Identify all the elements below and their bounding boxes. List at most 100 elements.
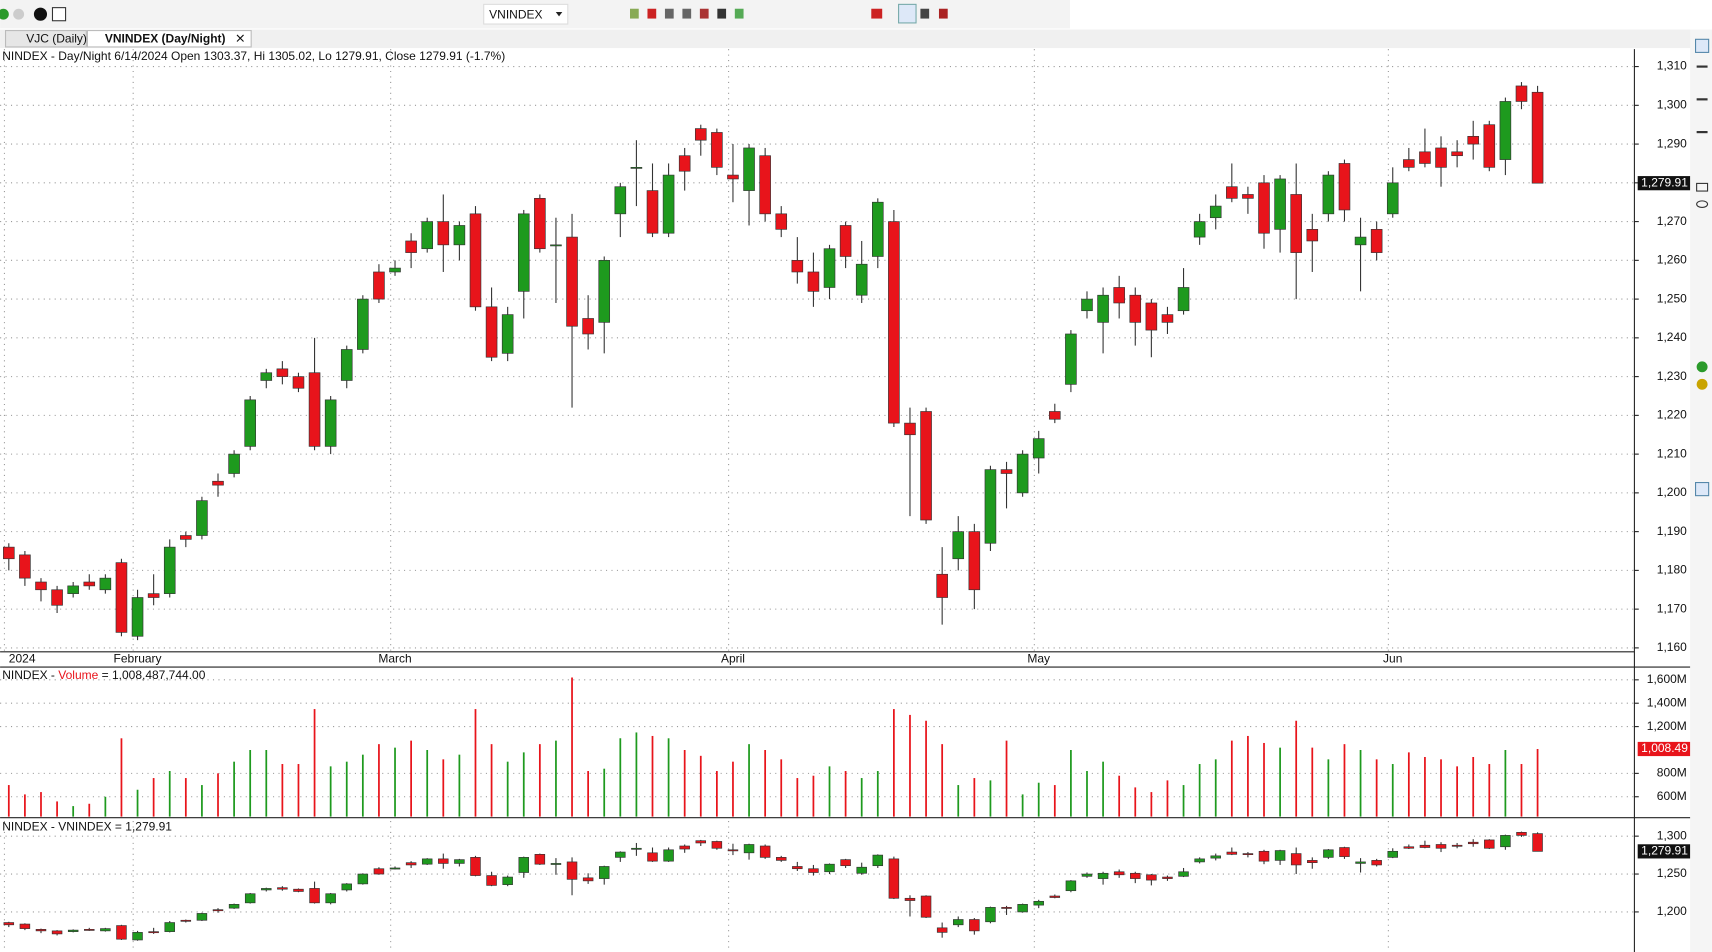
last-value-tag [1637,176,1691,191]
tool-icon[interactable] [898,3,917,24]
candle-body [936,927,948,933]
close-tab[interactable] [236,34,244,42]
candle-body [1403,159,1415,168]
candle-body [148,931,159,934]
candle-body [1097,872,1109,879]
tool-icon[interactable] [1695,38,1710,53]
candle-body [953,919,964,926]
candle-body [759,845,771,858]
tool-icon[interactable] [734,8,744,19]
y-tick-label: 600M [1657,789,1687,803]
candle-body [212,480,224,486]
pane-title: NINDEX - Volume = 1,008,487,744.00 [2,668,205,682]
candle-body [341,883,352,891]
candle-body [662,174,675,234]
tab-label[interactable]: VJC (Daily) [26,31,87,45]
candle-body [1322,174,1335,215]
tool-icon[interactable] [1696,182,1709,192]
candle-body [131,597,144,637]
candle-body [486,875,497,886]
tool-icon[interactable] [699,8,709,19]
tool-icon[interactable] [682,8,692,19]
candle-body [116,925,127,940]
candle-body [261,888,272,891]
candle-body [67,929,79,932]
candle-body [679,845,690,850]
candle-body [1242,194,1254,199]
tool-icon[interactable] [1696,200,1709,208]
tool-icon[interactable] [1696,65,1708,68]
candle-body [727,174,739,180]
candle-body [808,868,819,873]
candle-body [615,851,626,858]
tool-icon[interactable] [871,8,883,19]
tool-icon[interactable] [664,8,674,19]
candle-body [180,535,192,540]
symbol-input[interactable]: VNINDEX [489,7,542,21]
candle-body [1467,841,1479,845]
pane-title: NINDEX - VNINDEX = 1,279.91 [2,820,172,834]
y-tick-label: 1,190 [1657,524,1687,538]
tool-icon[interactable] [1696,98,1708,101]
tab-label[interactable]: VNINDEX (Day/Night) [105,31,226,45]
candle-body [67,585,79,594]
candle-body [3,546,15,560]
tab-active[interactable] [86,30,252,48]
y-tick-label: 1,220 [1657,408,1687,422]
y-tick-label: 1,290 [1657,136,1687,150]
candle-body [582,318,594,335]
candle-body [663,849,674,862]
tool-icon[interactable] [1696,361,1708,373]
pane-title-value: = 1,008,487,744.00 [98,668,205,682]
tab[interactable] [4,30,87,48]
candle-body [1113,287,1125,304]
y-tick-label: 1,230 [1657,369,1687,383]
candle-body [872,854,884,867]
candle-body [276,368,289,377]
symbol-box[interactable] [483,3,569,25]
tool-icon[interactable] [1695,482,1710,497]
candle-body [1354,236,1367,246]
nav-icon[interactable] [13,8,25,20]
candle-body [1113,871,1125,876]
candle-body [1387,850,1398,858]
series-name: Volume [58,668,98,682]
tool-icon[interactable] [938,8,948,19]
tool-icon[interactable] [717,8,727,19]
calendar-icon[interactable] [51,7,67,22]
candle-body [1403,846,1415,849]
tool-icon[interactable] [630,8,639,19]
candle-body [51,589,63,606]
y-tick-label: 1,160 [1657,640,1687,654]
candle-body [631,847,642,850]
y-tick-label: 1,260 [1657,253,1687,267]
candle-body [550,244,562,247]
nav-icon[interactable] [0,8,9,20]
candle-body [147,593,160,598]
candle-body [1145,302,1158,331]
y-tick-label: 1,170 [1657,601,1687,615]
candle-body [228,453,240,474]
tool-icon[interactable] [1696,378,1708,390]
dropdown-arrow[interactable] [555,12,563,17]
candle-body [1323,849,1334,858]
candle-body [1081,298,1093,312]
candle-body [470,857,481,876]
candle-body [84,929,95,931]
chart-title: NINDEX - Day/Night 6/14/2024 Open 1303.3… [2,49,505,63]
candle-body [405,862,417,866]
candle-body [1435,147,1447,168]
x-tick-label: April [721,652,745,666]
tool-icon[interactable] [920,8,930,19]
candle-body [1177,287,1190,312]
candle-body [1467,135,1479,145]
tool-icon[interactable] [1696,131,1708,134]
info-icon[interactable] [33,7,48,21]
x-tick-label: February [114,652,162,666]
pane-title-prefix: NINDEX - [2,668,58,682]
candle-body [19,554,31,579]
candle-body [727,849,739,852]
candle-body [695,840,707,844]
y-tick-label: 800M [1657,766,1687,780]
tool-icon[interactable] [647,8,657,19]
